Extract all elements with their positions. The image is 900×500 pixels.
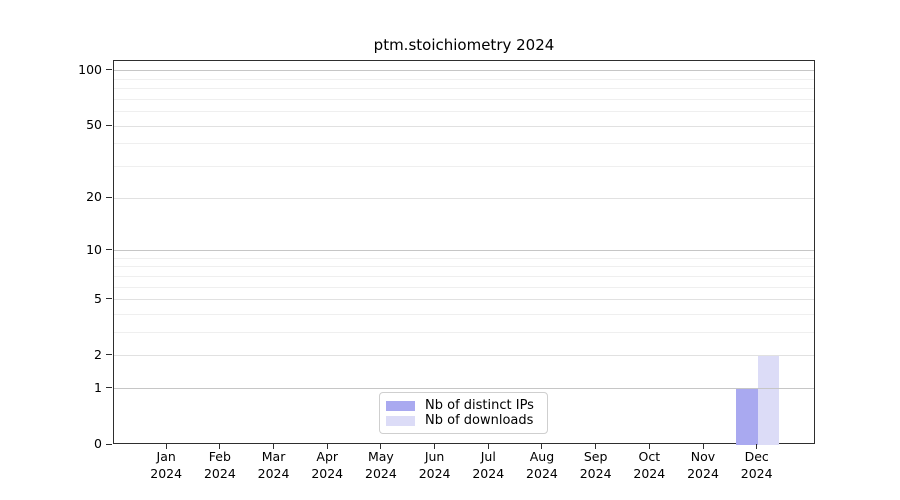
x-tick-year: 2024 bbox=[633, 465, 666, 481]
gridline-y-20 bbox=[114, 197, 814, 199]
x-tick-oct bbox=[648, 444, 650, 449]
gridline-y-2 bbox=[114, 355, 814, 357]
gridline-y-5 bbox=[114, 299, 814, 301]
minor-gridline-y-60 bbox=[114, 111, 814, 113]
x-tick-label-mar: Mar 2024 bbox=[246, 449, 302, 482]
y-tick-1 bbox=[106, 387, 112, 389]
plot-area: Nb of distinct IPs Nb of downloads bbox=[113, 60, 815, 445]
legend-item-distinct-ips: Nb of distinct IPs bbox=[386, 398, 539, 413]
y-tick-label-2: 2 bbox=[94, 346, 102, 362]
minor-gridline-y-3 bbox=[114, 332, 814, 334]
x-tick-year: 2024 bbox=[526, 465, 558, 481]
x-tick-year: 2024 bbox=[311, 465, 344, 481]
gridline-y-100 bbox=[114, 70, 814, 72]
bar-downloads-dec bbox=[757, 355, 780, 445]
chart-title: ptm.stoichiometry 2024 bbox=[373, 36, 555, 54]
x-tick-month: May bbox=[367, 449, 394, 464]
y-tick-label-50: 50 bbox=[86, 117, 102, 133]
x-tick-month: Jan bbox=[156, 449, 176, 464]
y-tick-0 bbox=[106, 443, 112, 445]
x-tick-jul bbox=[487, 444, 489, 449]
x-tick-month: Sep bbox=[583, 449, 608, 464]
x-tick-label-jun: Jun 2024 bbox=[407, 449, 463, 482]
x-tick-jan bbox=[165, 444, 167, 449]
x-tick-year: 2024 bbox=[687, 465, 719, 481]
minor-gridline-y-6 bbox=[114, 286, 814, 288]
x-tick-year: 2024 bbox=[365, 465, 397, 481]
x-tick-month: Jul bbox=[480, 449, 496, 464]
legend-label-downloads: Nb of downloads bbox=[425, 413, 534, 428]
y-tick-label-20: 20 bbox=[86, 189, 102, 205]
y-tick-10 bbox=[106, 249, 112, 251]
y-tick-label-5: 5 bbox=[94, 290, 102, 306]
bar-distinct-ips-dec bbox=[736, 388, 758, 445]
x-tick-label-feb: Feb 2024 bbox=[192, 449, 248, 482]
minor-gridline-y-70 bbox=[114, 98, 814, 100]
x-tick-label-nov: Nov 2024 bbox=[675, 449, 731, 482]
minor-gridline-y-80 bbox=[114, 88, 814, 90]
gridline-y-10 bbox=[114, 250, 814, 252]
y-tick-label-100: 100 bbox=[78, 61, 102, 77]
y-tick-20 bbox=[106, 196, 112, 198]
minor-gridline-y-90 bbox=[114, 78, 814, 80]
y-tick-50 bbox=[106, 124, 112, 126]
x-tick-jun bbox=[434, 444, 436, 449]
legend: Nb of distinct IPs Nb of downloads bbox=[379, 392, 548, 434]
x-tick-mar bbox=[273, 444, 275, 449]
x-tick-nov bbox=[702, 444, 704, 449]
x-tick-label-oct: Oct 2024 bbox=[621, 449, 677, 482]
x-tick-year: 2024 bbox=[418, 465, 451, 481]
x-tick-apr bbox=[326, 444, 328, 449]
x-tick-month: Nov bbox=[690, 449, 716, 464]
legend-swatch-downloads bbox=[386, 415, 415, 426]
legend-label-distinct-ips: Nb of distinct IPs bbox=[425, 398, 534, 413]
x-tick-aug bbox=[541, 444, 543, 449]
legend-item-downloads: Nb of downloads bbox=[386, 413, 539, 428]
minor-gridline-y-9 bbox=[114, 257, 814, 259]
y-tick-5 bbox=[106, 298, 112, 300]
y-tick-label-0: 0 bbox=[94, 436, 102, 451]
minor-gridline-y-30 bbox=[114, 166, 814, 168]
minor-gridline-y-7 bbox=[114, 275, 814, 277]
x-tick-sep bbox=[595, 444, 597, 449]
x-tick-year: 2024 bbox=[472, 465, 505, 481]
minor-gridline-y-40 bbox=[114, 143, 814, 145]
gridline-y-50 bbox=[114, 125, 814, 127]
y-tick-100 bbox=[106, 69, 112, 71]
x-tick-label-apr: Apr 2024 bbox=[299, 449, 355, 482]
x-tick-year: 2024 bbox=[203, 465, 236, 481]
minor-gridline-y-4 bbox=[114, 314, 814, 315]
x-tick-year: 2024 bbox=[740, 465, 773, 481]
x-tick-month: Mar bbox=[261, 449, 286, 464]
x-tick-month: Oct bbox=[638, 449, 661, 464]
minor-gridline-y-8 bbox=[114, 266, 814, 268]
x-tick-label-jan: Jan 2024 bbox=[138, 449, 194, 482]
x-tick-feb bbox=[219, 444, 221, 449]
x-tick-year: 2024 bbox=[257, 465, 290, 481]
x-tick-may bbox=[380, 444, 382, 449]
gridline-y-1 bbox=[114, 388, 814, 390]
x-tick-label-jul: Jul 2024 bbox=[460, 449, 516, 482]
x-tick-month: Dec bbox=[744, 449, 769, 464]
y-tick-label-10: 10 bbox=[86, 241, 102, 257]
x-tick-month: Jun bbox=[424, 449, 445, 464]
x-tick-month: Aug bbox=[529, 449, 555, 464]
y-tick-2 bbox=[106, 354, 112, 356]
y-tick-label-1: 1 bbox=[94, 379, 102, 395]
x-tick-month: Apr bbox=[316, 449, 339, 464]
x-tick-month: Feb bbox=[208, 449, 231, 464]
x-tick-label-aug: Aug 2024 bbox=[514, 449, 570, 482]
x-tick-label-sep: Sep 2024 bbox=[568, 449, 624, 482]
x-tick-label-may: May 2024 bbox=[353, 449, 409, 482]
x-tick-year: 2024 bbox=[579, 465, 612, 481]
x-tick-year: 2024 bbox=[150, 465, 183, 481]
x-tick-dec bbox=[756, 444, 758, 449]
x-tick-label-dec: Dec 2024 bbox=[729, 449, 785, 482]
legend-swatch-distinct-ips bbox=[386, 400, 415, 411]
